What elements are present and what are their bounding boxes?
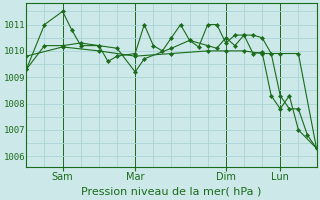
X-axis label: Pression niveau de la mer( hPa ): Pression niveau de la mer( hPa ) <box>81 187 262 197</box>
